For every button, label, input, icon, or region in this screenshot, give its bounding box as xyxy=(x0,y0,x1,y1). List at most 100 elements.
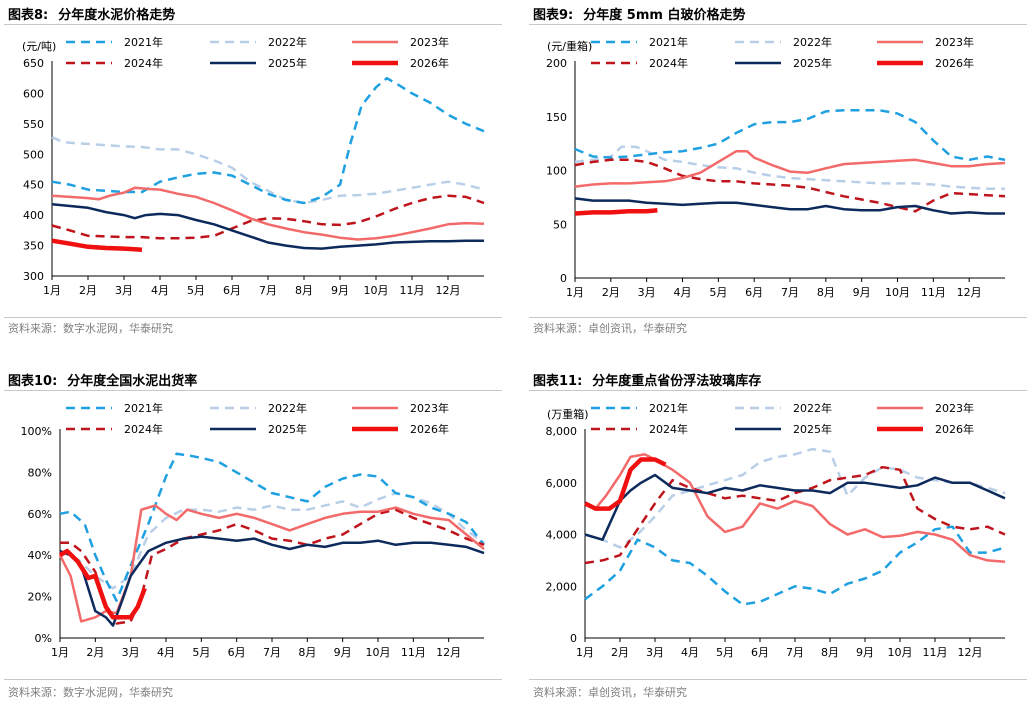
x-tick-label: 10月 xyxy=(364,284,389,297)
series-line-2024 xyxy=(60,508,485,625)
x-tick-label: 3月 xyxy=(115,284,133,297)
series-line-2023 xyxy=(584,453,1006,563)
y-tick-label: 8,000 xyxy=(546,425,578,438)
x-tick-label: 10月 xyxy=(885,286,910,299)
legend-label: 2026年 xyxy=(410,56,449,70)
series-line-2026 xyxy=(58,548,147,620)
x-tick-label: 6月 xyxy=(745,286,763,299)
x-tick-label: 10月 xyxy=(366,646,391,659)
y-tick-label: 50 xyxy=(553,218,567,231)
series-line-2022 xyxy=(584,447,1006,549)
line-chart: (元/重箱) 0 50 100 150 200 1月 2月 3月 4月 5月 6月 7月 8月 9月 10月 1… xyxy=(546,35,1006,299)
y-tick-label: 100% xyxy=(21,425,52,438)
series-line-2025 xyxy=(574,197,1005,215)
series-line-2021 xyxy=(574,109,1006,162)
source-note: 资料来源：卓创资讯，华泰研究 xyxy=(533,322,687,335)
series-line-2026 xyxy=(574,208,658,216)
panel-title: 图表10: 分年度全国水泥出货率 xyxy=(8,374,198,389)
x-tick-label: 9月 xyxy=(331,284,349,297)
x-tick-label: 7月 xyxy=(781,286,799,299)
legend-label: 2025年 xyxy=(268,56,307,70)
y-tick-label: 60% xyxy=(28,508,52,521)
source-note: 资料来源：数字水泥网，华泰研究 xyxy=(8,686,173,699)
source-note: 资料来源：卓创资讯，华泰研究 xyxy=(533,686,687,699)
x-tick-label: 9月 xyxy=(334,646,352,659)
y-axis-label: (万重箱) xyxy=(547,407,589,421)
x-tick-label: 2月 xyxy=(86,646,104,659)
legend-label: 2022年 xyxy=(793,401,832,415)
x-tick-label: 10月 xyxy=(888,646,913,659)
x-tick-label: 5月 xyxy=(192,646,210,659)
series-line-2025 xyxy=(59,535,485,627)
x-tick-label: 9月 xyxy=(853,286,871,299)
y-tick-label: 200 xyxy=(546,57,567,70)
x-tick-label: 2月 xyxy=(79,284,97,297)
panel-title: 图表11: 分年度重点省份浮法玻璃库存 xyxy=(533,374,762,389)
x-tick-label: 1月 xyxy=(576,646,594,659)
x-tick-label: 5月 xyxy=(187,284,205,297)
chart-panel-cement-shipment: 图表10: 分年度全国水泥出货率 0% 20% 40% 60% 80% 100% 1月 2月 3月… xyxy=(0,366,515,719)
x-tick-label: 1月 xyxy=(51,646,69,659)
series-line-2022 xyxy=(51,136,485,205)
series-line-2022 xyxy=(574,145,1005,191)
x-tick-label: 12月 xyxy=(958,646,983,659)
series-line-2023 xyxy=(574,149,1006,188)
x-tick-label: 4月 xyxy=(681,646,699,659)
x-tick-label: 11月 xyxy=(921,286,946,299)
legend-label: 2021年 xyxy=(649,35,688,49)
x-tick-label: 4月 xyxy=(157,646,175,659)
y-tick-label: 20% xyxy=(28,591,52,604)
series-line-2024 xyxy=(584,465,1006,565)
chart-panel-glass-price: 图表9: 分年度 5mm 白玻价格走势 (元/重箱) 0 50 100 150 200 1月 2… xyxy=(525,0,1030,353)
y-tick-label: 500 xyxy=(23,148,44,161)
x-tick-label: 6月 xyxy=(223,284,241,297)
x-tick-label: 6月 xyxy=(228,646,246,659)
panel-title: 图表8: 分年度水泥价格走势 xyxy=(8,8,176,23)
chart-panel-glass-inventory: 图表11: 分年度重点省份浮法玻璃库存 (万重箱) 0 2,000 4,000 6,000… xyxy=(525,366,1030,719)
series-line-2021 xyxy=(59,452,485,602)
x-tick-label: 1月 xyxy=(43,284,61,297)
y-tick-label: 400 xyxy=(23,209,44,222)
x-tick-label: 2月 xyxy=(602,286,620,299)
y-tick-label: 650 xyxy=(23,57,44,70)
x-tick-label: 12月 xyxy=(436,646,461,659)
title-divider xyxy=(4,24,502,25)
y-tick-label: 0 xyxy=(560,272,567,285)
y-tick-label: 100 xyxy=(546,165,567,178)
x-tick-label: 2月 xyxy=(611,646,629,659)
legend-label: 2025年 xyxy=(268,422,307,436)
y-tick-label: 0% xyxy=(35,632,52,645)
series-line-2026 xyxy=(51,238,143,253)
x-tick-label: 8月 xyxy=(295,284,313,297)
y-tick-label: 550 xyxy=(23,118,44,131)
legend-label: 2026年 xyxy=(410,422,449,436)
x-tick-label: 1月 xyxy=(566,286,584,299)
series-line-2023 xyxy=(58,504,485,623)
x-tick-label: 7月 xyxy=(786,646,804,659)
legend-label: 2024年 xyxy=(649,422,688,436)
legend-label: 2024年 xyxy=(124,56,163,70)
x-tick-label: 7月 xyxy=(259,284,277,297)
y-tick-label: 450 xyxy=(23,179,44,192)
x-tick-label: 11月 xyxy=(401,646,426,659)
legend-label: 2025年 xyxy=(793,422,832,436)
x-tick-label: 6月 xyxy=(751,646,769,659)
legend-label: 2026年 xyxy=(935,422,974,436)
y-tick-label: 4,000 xyxy=(546,529,578,542)
series-line-2022 xyxy=(59,491,485,590)
y-axis-label: (元/吨) xyxy=(22,40,56,53)
title-divider xyxy=(4,390,502,391)
chart-panel-cement-price: 图表8: 分年度水泥价格走势 (元/吨) 300 350 400 450 500 550 600… xyxy=(0,0,515,353)
x-tick-label: 5月 xyxy=(709,286,727,299)
x-tick-label: 7月 xyxy=(263,646,281,659)
title-divider xyxy=(529,390,1027,391)
series-line-2025 xyxy=(51,202,484,250)
y-tick-label: 600 xyxy=(23,87,44,100)
legend-label: 2023年 xyxy=(935,35,974,49)
source-divider xyxy=(529,317,1027,318)
x-tick-label: 12月 xyxy=(436,284,461,297)
line-chart: (元/吨) 300 350 400 450 500 550 600 650 1月 2月 3月 4月 5月 6… xyxy=(22,35,485,297)
line-chart: (万重箱) 0 2,000 4,000 6,000 8,000 1月 2月 3月 4月 5月 6月 7月… xyxy=(546,401,1006,659)
legend-label: 2021年 xyxy=(124,35,163,49)
x-tick-label: 11月 xyxy=(923,646,948,659)
